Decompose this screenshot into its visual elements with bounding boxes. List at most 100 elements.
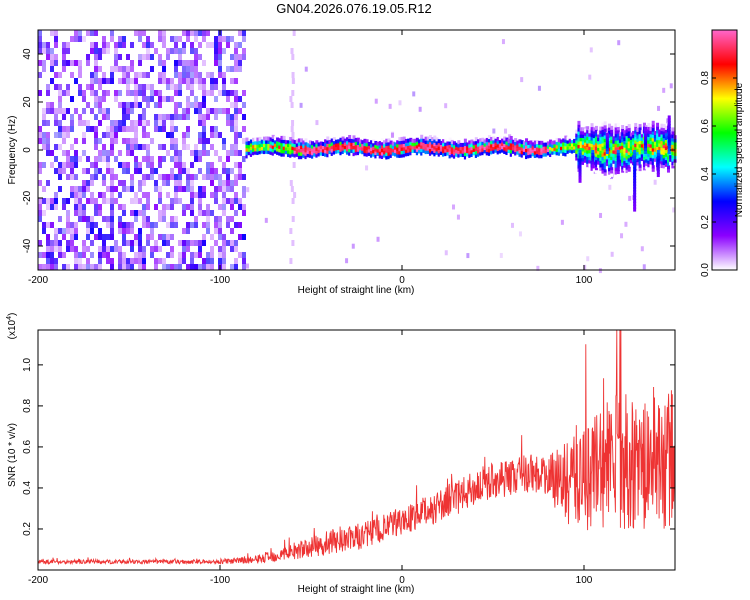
spectrogram-cell [134, 258, 138, 264]
spectrogram-cell [555, 154, 559, 159]
spectrogram-cell [638, 146, 642, 151]
spectrogram-cell [242, 258, 246, 264]
spectrogram-cell [590, 143, 594, 148]
spectrogram-cell [110, 144, 114, 150]
spectrogram-cell [202, 120, 206, 126]
spectrogram-cell [562, 145, 566, 150]
spectrogram-cell [608, 143, 612, 148]
spectrogram-cell [118, 216, 122, 222]
spectrogram-cell [122, 186, 126, 192]
spectrogram-cell [573, 138, 577, 143]
spectrogram-cell [289, 153, 293, 158]
spectrogram-cell [222, 192, 226, 198]
spectrogram-cell [82, 216, 86, 222]
spectrogram-cell [437, 142, 441, 147]
spectrogram-cell [437, 139, 441, 144]
spectrogram-cell [146, 54, 150, 60]
spectrogram-cell [142, 180, 146, 186]
spectrogram-cell [638, 153, 642, 158]
spectrogram-cell [578, 155, 582, 160]
spectrogram-cell [603, 121, 607, 126]
spectrogram-cell [404, 152, 408, 157]
spectrogram-cell [614, 130, 618, 135]
spectrogram-cell [592, 130, 596, 135]
spectrogram-cell [649, 150, 653, 155]
spectrogram-cell [625, 125, 629, 130]
spectrogram-cell [252, 137, 256, 142]
spectrogram-cell [404, 138, 408, 143]
spectrogram-cell [70, 72, 74, 78]
spectrogram-cell [608, 130, 612, 135]
spectrogram-cell [605, 138, 609, 143]
spectrogram-cell [70, 156, 74, 162]
spectrogram-cell [597, 140, 601, 145]
spectrogram-cell [509, 146, 513, 151]
spectrogram-cell [525, 148, 529, 153]
spectrogram-cell [122, 108, 126, 114]
spectrogram-cell [162, 96, 166, 102]
spectrogram-cell [234, 174, 238, 180]
spectrogram-cell [142, 144, 146, 150]
spectrogram-cell [365, 139, 369, 144]
spectrogram-cell [66, 60, 70, 66]
spectrogram-cell [146, 102, 150, 108]
spectrogram-cell [260, 139, 264, 144]
spectrogram-cell [374, 157, 378, 162]
spectrogram-cell [291, 156, 295, 161]
spectrogram-cell [256, 151, 260, 156]
spectrogram-cell [651, 130, 655, 135]
spectrogram-cell [62, 66, 66, 72]
spectrogram-cell [50, 222, 54, 228]
spectrogram-cell [577, 144, 581, 149]
spectrogram-cell [166, 234, 170, 240]
spectrogram-cell [66, 156, 70, 162]
spectrogram-cell [74, 138, 78, 144]
spectrogram-cell [372, 142, 376, 147]
spectrogram-cell [586, 143, 590, 148]
spectrogram-cell [254, 147, 258, 152]
spectrogram-cell [70, 120, 74, 126]
spectrogram-cell [54, 108, 58, 114]
spectrogram-cell [142, 30, 146, 36]
spectrogram-cell [335, 143, 339, 148]
spectrogram-cell [70, 96, 74, 102]
spectrogram-cell [636, 158, 640, 163]
spectrogram-cell [328, 143, 332, 148]
spectrogram-cell [202, 258, 206, 264]
spectrogram-cell [603, 131, 607, 136]
spectrogram-cell [54, 204, 58, 210]
spectrogram-cell [134, 30, 138, 36]
spectrogram-cell [601, 139, 605, 144]
spectrogram-cell [98, 204, 102, 210]
spectrogram-cell [114, 138, 118, 144]
spectrogram-cell [234, 96, 238, 102]
spectrogram-cell [533, 157, 537, 162]
spectrogram-cell [114, 60, 118, 66]
spectrogram-cell [94, 156, 98, 162]
spectrogram-cell [242, 138, 246, 144]
spectrogram-cell [651, 137, 655, 142]
spectrogram-cell [58, 120, 62, 126]
spectrogram-cell [82, 36, 86, 42]
spectrogram-cell [498, 136, 502, 141]
spectrogram-cell [623, 150, 627, 155]
spectrogram-cell [335, 139, 339, 144]
spectrogram-cell [90, 72, 94, 78]
spectrogram-cell [238, 60, 242, 66]
spectrogram-cell [190, 240, 194, 246]
spectrogram-cell [226, 42, 230, 48]
spectrogram-cell [166, 114, 170, 120]
spectrogram-cell [158, 126, 162, 132]
spectrogram-cell [616, 158, 620, 163]
spectrogram-cell [114, 186, 118, 192]
spectrogram-cell [610, 152, 614, 157]
spectrogram-cell [58, 96, 62, 102]
spectrogram-cell [402, 136, 406, 141]
spectrogram-cell [154, 120, 158, 126]
spectrogram-cell [444, 155, 448, 160]
spectrogram-cell [345, 140, 349, 145]
spectrogram-cell [666, 165, 670, 170]
spectrogram-cell [597, 157, 601, 162]
spectrogram-cell [633, 193, 637, 198]
spectrogram-cell [319, 141, 323, 146]
